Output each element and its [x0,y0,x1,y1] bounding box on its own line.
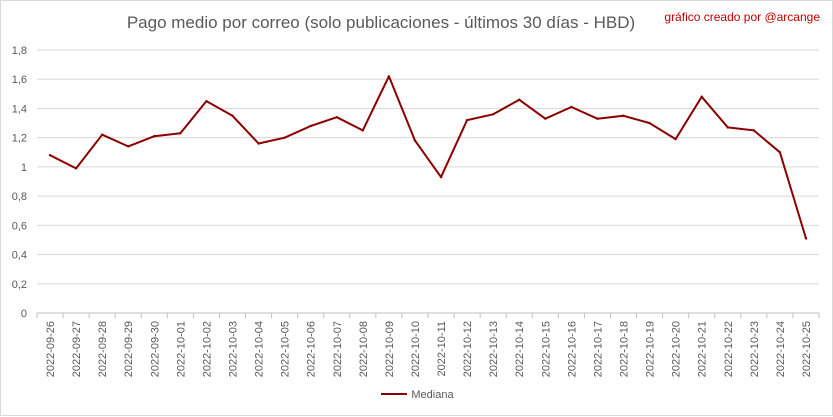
data-point [309,124,312,128]
x-tick-label: 2022-09-28 [97,321,109,377]
data-point [804,237,808,240]
data-point [179,132,182,135]
y-tick-label: 0,4 [12,250,27,262]
x-tick-label: 2022-10-06 [306,321,318,377]
data-point [100,133,104,136]
x-tick-label: 2022-10-15 [540,321,552,377]
x-tick-label: 2022-10-20 [671,321,683,377]
y-tick-label: 0,8 [12,191,27,203]
x-tick-label: 2022-10-13 [488,321,500,377]
data-point [544,117,547,120]
x-tick-label: 2022-10-21 [697,321,709,377]
x-tick-label: 2022-10-14 [514,321,526,377]
data-point [74,167,78,170]
data-point [439,175,443,179]
x-tick-label: 2022-10-10 [410,321,422,377]
data-point [465,118,469,122]
y-tick-label: 1,2 [12,133,27,145]
data-point [153,135,156,138]
data-point [648,121,651,125]
y-tick-label: 0,6 [12,220,27,232]
y-tick-label: 1 [21,162,27,174]
data-point [752,129,756,132]
legend-label: Mediana [411,389,454,401]
x-tick-label: 2022-10-02 [201,321,213,377]
data-point [361,129,365,132]
data-point [231,114,234,117]
x-tick-label: 2022-09-27 [71,321,83,377]
data-point [778,151,782,154]
y-tick-label: 1,8 [12,45,27,57]
x-tick-label: 2022-10-09 [384,321,396,377]
legend: Mediana [1,389,833,401]
x-tick-label: 2022-10-23 [749,321,761,377]
data-point [283,136,286,139]
data-point [700,95,703,98]
chart-title: Pago medio por correo (solo publicacione… [126,13,636,32]
x-tick-label: 2022-10-04 [254,321,266,377]
data-point [596,117,599,120]
x-tick-label: 2022-10-01 [175,321,187,377]
x-tick-label: 2022-10-07 [332,321,344,377]
legend-swatch [381,393,408,396]
y-tick-label: 0 [21,308,27,320]
x-tick-label: 2022-10-03 [228,321,240,377]
data-point [127,145,130,148]
x-tick-label: 2022-10-24 [775,321,787,377]
data-point [205,99,208,103]
x-tick-label: 2022-10-12 [462,321,474,377]
x-tick-label: 2022-09-26 [45,321,57,377]
chart-credit: gráfico creado por @arcange [664,10,820,24]
data-point [726,126,729,129]
data-point [491,113,495,116]
data-point [518,98,521,101]
x-tick-label: 2022-10-25 [801,321,813,377]
data-point [413,139,417,142]
x-tick-label: 2022-09-30 [149,321,161,377]
data-point [48,154,52,157]
y-tick-label: 1,6 [12,74,27,86]
x-tick-label: 2022-10-08 [358,321,370,377]
data-point [387,75,391,78]
x-tick-label: 2022-10-18 [619,321,631,377]
series-line-mediana [49,75,807,239]
data-point [335,116,338,119]
x-tick-label: 2022-10-05 [280,321,292,377]
y-tick-label: 1,4 [12,103,27,115]
x-tick-label: 2022-10-22 [723,321,735,377]
x-tick-label: 2022-10-19 [645,321,657,377]
data-point [257,142,260,145]
x-tick-label: 2022-10-11 [436,321,448,376]
x-tick-label: 2022-10-16 [566,321,578,377]
data-point [570,105,573,109]
x-tick-label: 2022-10-17 [592,321,604,377]
data-point [674,137,677,141]
data-point [622,114,625,117]
y-tick-label: 0,2 [12,279,27,291]
x-tick-label: 2022-09-29 [123,321,135,377]
